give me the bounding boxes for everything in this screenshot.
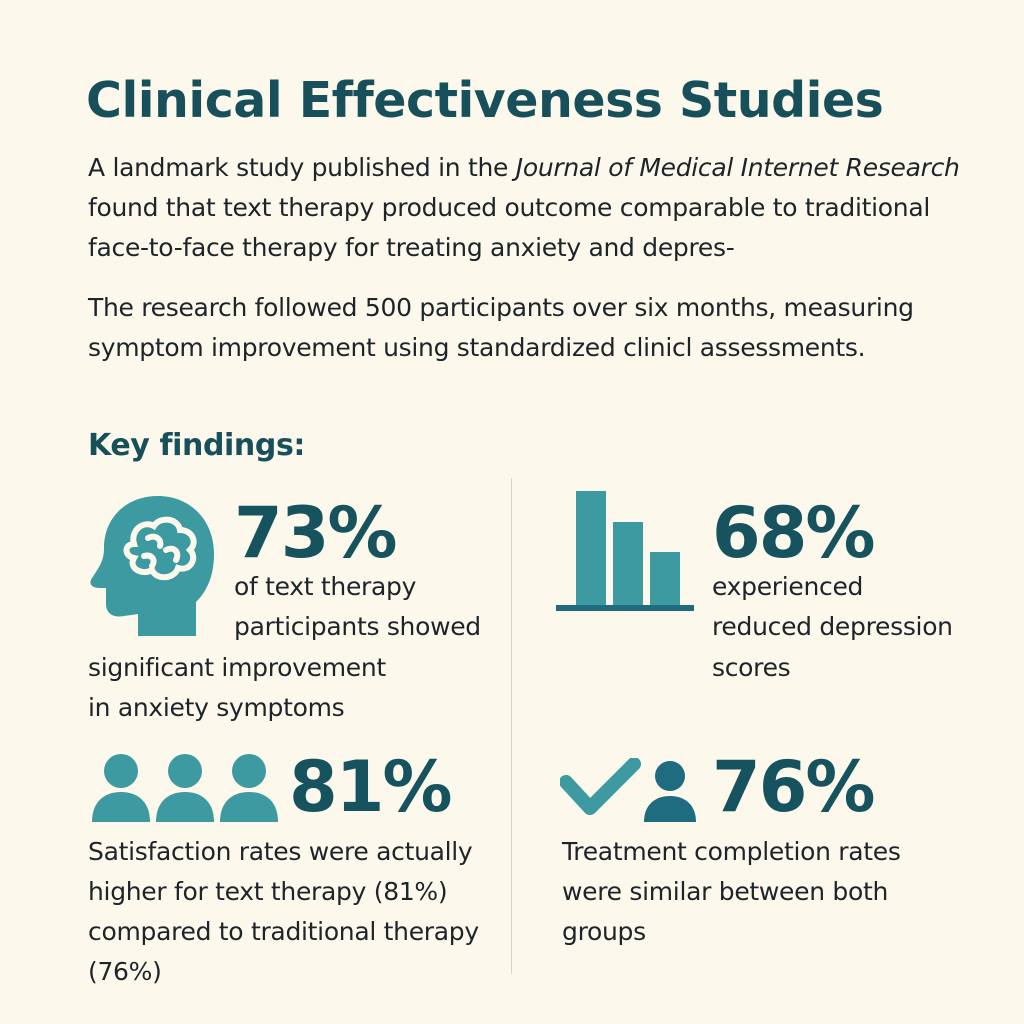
- bar-chart-icon: [556, 491, 694, 611]
- people-group-icon: [92, 754, 278, 822]
- finding-3-line-2: higher for text therapy (81%): [88, 877, 448, 906]
- column-divider: [511, 478, 512, 974]
- stat-value-76: 76%: [712, 746, 876, 828]
- finding-3-line-3: compared to traditional therapy: [88, 917, 479, 946]
- intro-text-start: A landmark study published in the: [88, 153, 516, 182]
- finding-3-line-4: (76%): [88, 957, 162, 986]
- finding-1-line-2: participants showed: [234, 612, 481, 641]
- finding-2-line-3: scores: [712, 653, 791, 682]
- finding-2-line-1: experienced: [712, 572, 864, 601]
- intro-paragraph-2: The research followed 500 participants o…: [88, 293, 914, 362]
- key-findings-heading: Key findings:: [88, 428, 306, 463]
- finding-4-line-2: were similar between both: [562, 877, 889, 906]
- finding-1-line-3: significant improvement: [88, 653, 386, 682]
- brain-head-icon: [90, 496, 214, 636]
- intro-paragraph-1: A landmark study published in the Journa…: [88, 148, 968, 268]
- stat-value-68: 68%: [712, 492, 876, 574]
- page-title: Clinical Effectiveness Studies: [86, 72, 884, 129]
- stat-value-73: 73%: [234, 492, 398, 574]
- check-person-icon: [560, 758, 696, 822]
- stat-value-81: 81%: [289, 746, 453, 828]
- finding-3-line-1: Satisfaction rates were actually: [88, 837, 473, 866]
- finding-2-line-2: reduced depression: [712, 612, 953, 641]
- journal-name: Journal of Medical Internet Research: [515, 153, 960, 182]
- intro-text-end: found that text therapy produced outcome…: [88, 193, 930, 262]
- finding-1-line-4: in anxiety symptoms: [88, 693, 345, 722]
- finding-1-line-1: of text therapy: [234, 572, 417, 601]
- finding-4-line-1: Treatment completion rates: [562, 837, 901, 866]
- finding-4-line-3: groups: [562, 917, 646, 946]
